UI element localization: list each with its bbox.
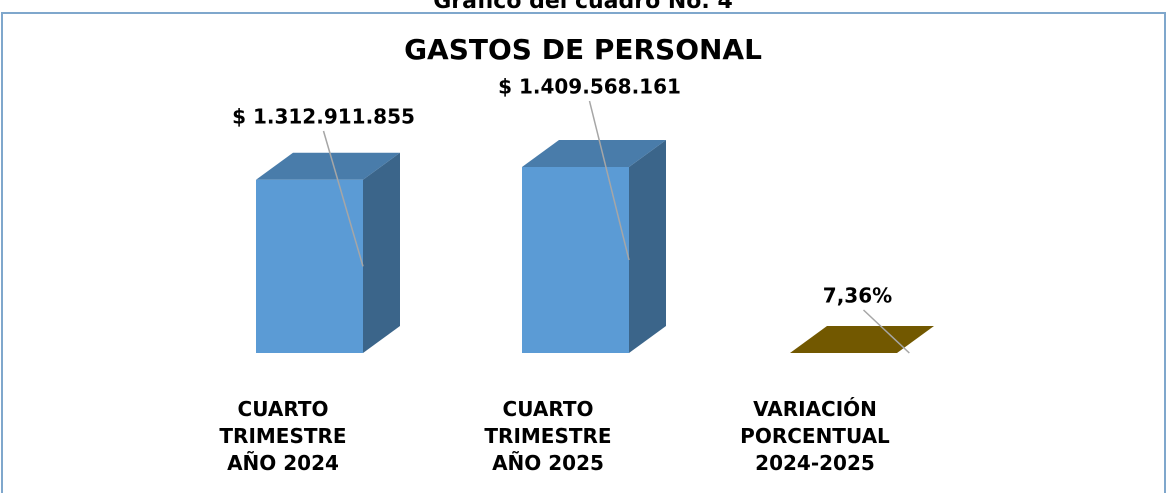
chart-title: GASTOS DE PERSONAL bbox=[404, 33, 762, 66]
bar-top bbox=[256, 152, 400, 180]
bar-top bbox=[522, 140, 666, 167]
category-label: CUARTO TRIMESTRE AÑO 2025 bbox=[484, 397, 612, 475]
bar bbox=[256, 179, 363, 353]
leader-line bbox=[588, 100, 630, 261]
bar bbox=[522, 167, 629, 353]
value-label: 7,36% bbox=[823, 284, 892, 308]
bar-side bbox=[629, 140, 666, 353]
category-label: CUARTO TRIMESTRE AÑO 2024 bbox=[219, 397, 347, 475]
heading: Gráfico del cuadro No. 4 bbox=[433, 0, 733, 14]
category-label: VARIACIÓN PORCENTUAL 2024-2025 bbox=[740, 397, 890, 475]
bar-side bbox=[363, 152, 400, 353]
leader-line bbox=[862, 309, 910, 354]
chart-border bbox=[1, 12, 1166, 493]
bar-top bbox=[790, 326, 934, 353]
value-label: $ 1.312.911.855 bbox=[232, 105, 415, 129]
value-label: $ 1.409.568.161 bbox=[498, 75, 681, 99]
leader-line bbox=[322, 130, 364, 267]
